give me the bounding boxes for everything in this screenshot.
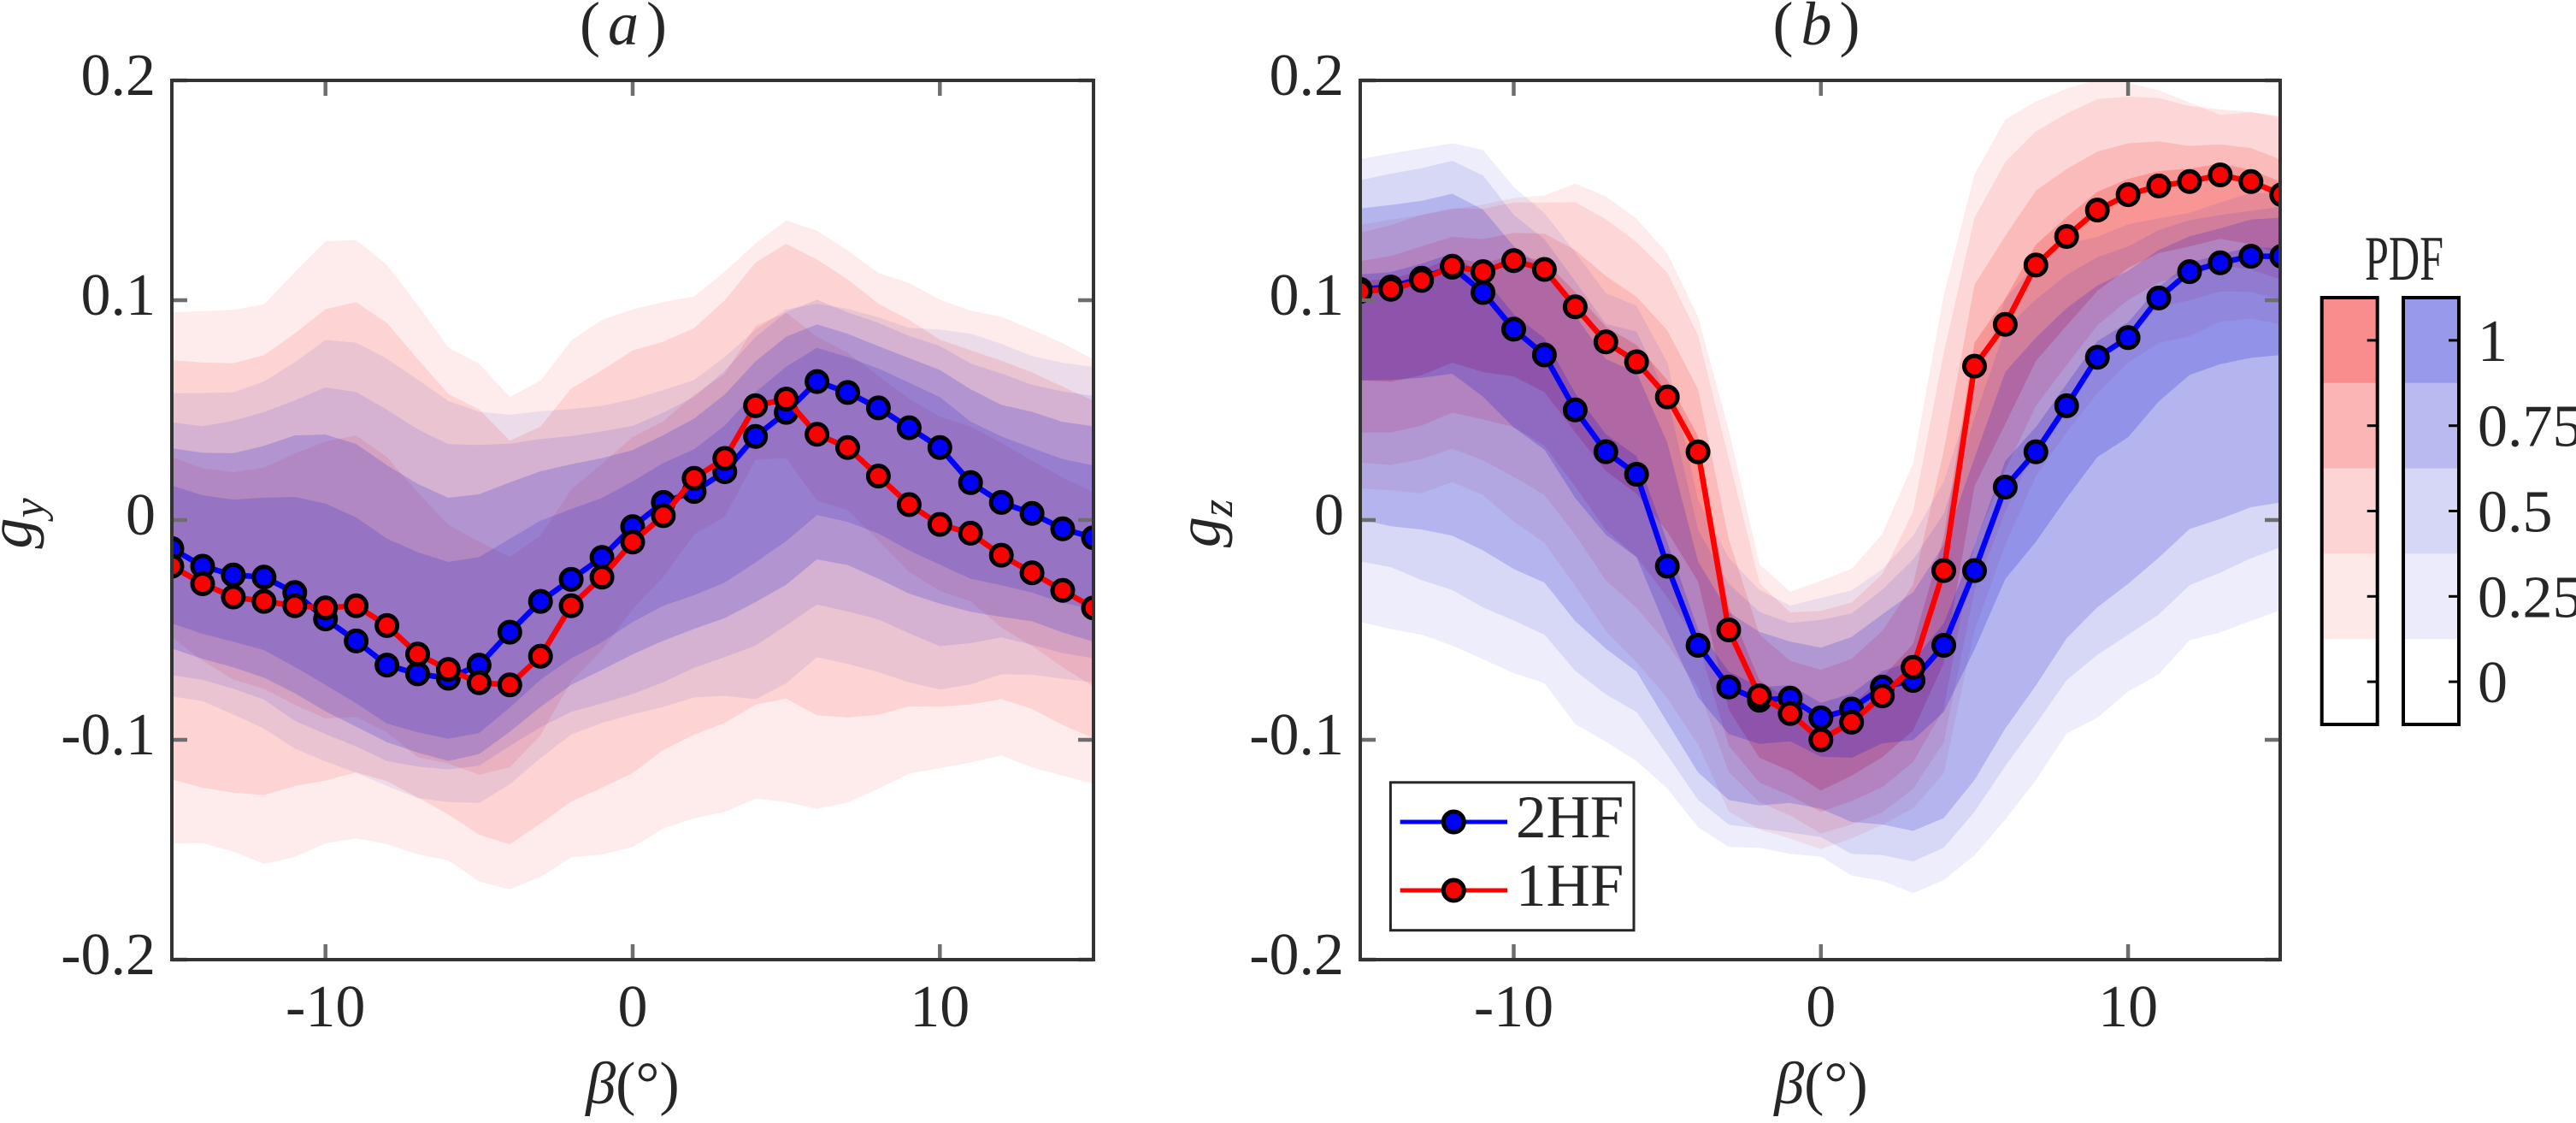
svg-text:-0.1: -0.1 (61, 702, 156, 768)
svg-text:-0.2: -0.2 (1249, 922, 1344, 988)
svg-text:10: 10 (910, 974, 970, 1040)
svg-text:0.2: 0.2 (81, 43, 156, 109)
svg-text:0.1: 0.1 (1270, 263, 1345, 328)
svg-text:1HF: 1HF (1516, 853, 1624, 919)
svg-text:1: 1 (2478, 309, 2508, 375)
svg-text:10: 10 (2098, 974, 2158, 1040)
svg-text:-10: -10 (1474, 974, 1553, 1040)
svg-text:2HF: 2HF (1516, 784, 1624, 851)
svg-text:0.2: 0.2 (1270, 43, 1345, 109)
svg-text:-0.1: -0.1 (1249, 702, 1344, 768)
svg-text:-10: -10 (286, 974, 365, 1040)
svg-text:(a): (a) (580, 0, 675, 58)
svg-text:PDF: PDF (2365, 224, 2443, 294)
svg-text:0.25: 0.25 (2478, 564, 2576, 630)
svg-text:(b): (b) (1773, 0, 1868, 58)
svg-text:0: 0 (618, 974, 648, 1040)
svg-text:-0.2: -0.2 (61, 922, 156, 988)
svg-text:0: 0 (1314, 482, 1344, 548)
svg-text:gy: gy (0, 498, 54, 549)
svg-text:0: 0 (126, 482, 156, 548)
svg-text:0.75: 0.75 (2478, 394, 2576, 460)
svg-text:β(°): β(°) (1772, 1051, 1868, 1117)
svg-text:β(°): β(°) (584, 1051, 680, 1117)
svg-text:0: 0 (1806, 974, 1836, 1040)
svg-text:0: 0 (2478, 650, 2508, 716)
svg-text:0.5: 0.5 (2478, 480, 2553, 546)
svg-text:0.1: 0.1 (81, 263, 156, 328)
